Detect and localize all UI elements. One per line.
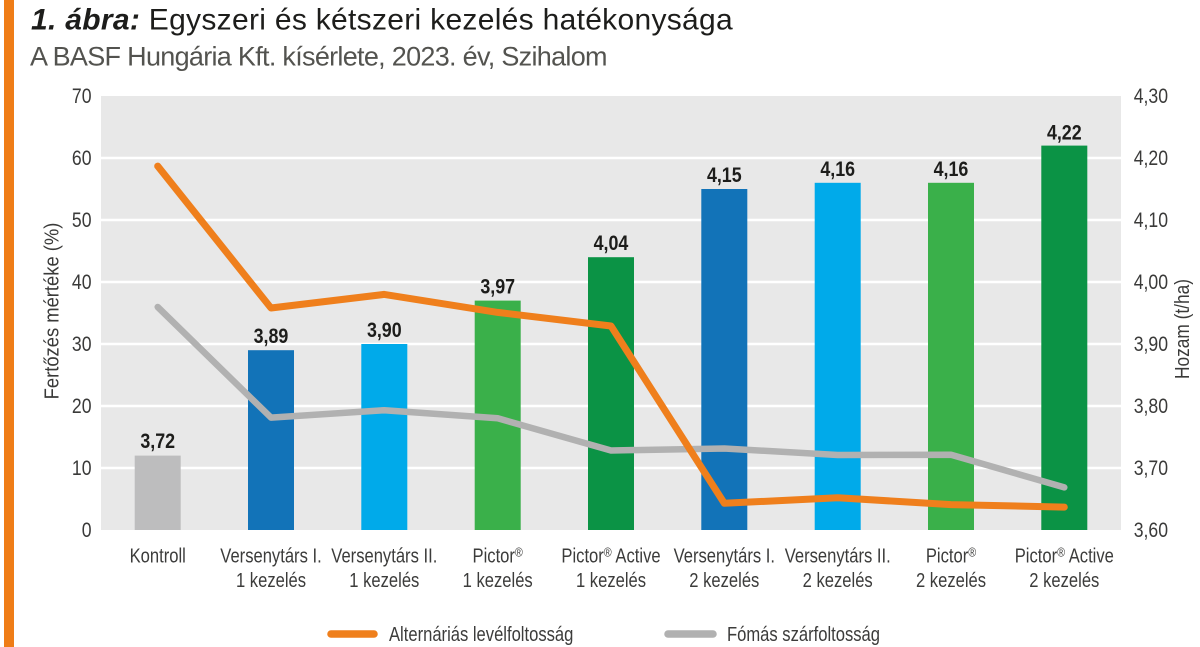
- svg-text:Hozam (t/ha): Hozam (t/ha): [1171, 279, 1193, 379]
- svg-text:2 kezelés: 2 kezelés: [1029, 568, 1099, 591]
- svg-text:30: 30: [72, 333, 92, 357]
- svg-text:3,80: 3,80: [1134, 395, 1169, 419]
- svg-text:1 kezelés: 1 kezelés: [349, 568, 419, 591]
- svg-text:Versenytárs II.: Versenytárs II.: [331, 544, 437, 567]
- svg-text:3,89: 3,89: [254, 325, 289, 349]
- svg-text:2 kezelés: 2 kezelés: [916, 568, 986, 591]
- svg-text:4,30: 4,30: [1134, 85, 1169, 109]
- svg-text:Fómás szárfoltosság: Fómás szárfoltosság: [727, 623, 880, 646]
- svg-text:1 kezelés: 1 kezelés: [463, 568, 533, 591]
- svg-text:3,70: 3,70: [1134, 457, 1169, 481]
- svg-text:Pictor®: Pictor®: [473, 544, 524, 567]
- svg-text:4,20: 4,20: [1134, 147, 1169, 171]
- svg-text:40: 40: [72, 271, 92, 295]
- svg-text:3,60: 3,60: [1134, 519, 1169, 543]
- svg-text:Alternáriás levélfoltosság: Alternáriás levélfoltosság: [389, 623, 573, 646]
- svg-text:4,10: 4,10: [1134, 209, 1169, 233]
- svg-text:2 kezelés: 2 kezelés: [689, 568, 759, 591]
- svg-text:1 kezelés: 1 kezelés: [236, 568, 306, 591]
- svg-text:60: 60: [72, 147, 92, 171]
- svg-text:4,22: 4,22: [1047, 121, 1082, 145]
- svg-text:1 kezelés: 1 kezelés: [576, 568, 646, 591]
- svg-text:Versenytárs II.: Versenytárs II.: [785, 544, 891, 567]
- svg-text:A BASF Hungária Kft. kísérlete: A BASF Hungária Kft. kísérlete, 2023. év…: [30, 42, 607, 72]
- svg-text:3,97: 3,97: [480, 275, 515, 299]
- svg-text:Versenytárs I.: Versenytárs I.: [674, 544, 775, 567]
- svg-text:3,90: 3,90: [1134, 333, 1169, 357]
- svg-text:Pictor® Active: Pictor® Active: [561, 544, 660, 567]
- svg-text:3,90: 3,90: [367, 319, 402, 343]
- svg-text:70: 70: [72, 85, 92, 109]
- svg-text:4,04: 4,04: [594, 232, 629, 256]
- svg-text:Kontroll: Kontroll: [130, 544, 186, 567]
- svg-text:50: 50: [72, 209, 92, 233]
- svg-text:4,00: 4,00: [1134, 271, 1169, 295]
- svg-text:0: 0: [82, 519, 92, 543]
- svg-text:4,16: 4,16: [934, 157, 969, 181]
- svg-text:3,72: 3,72: [140, 430, 175, 454]
- svg-text:4,15: 4,15: [707, 164, 742, 188]
- svg-text:Versenytárs I.: Versenytárs I.: [220, 544, 321, 567]
- svg-text:2 kezelés: 2 kezelés: [803, 568, 873, 591]
- svg-text:4,16: 4,16: [820, 157, 855, 181]
- svg-text:Fertőzés mértéke (%): Fertőzés mértéke (%): [42, 223, 64, 400]
- svg-text:20: 20: [72, 395, 92, 419]
- svg-text:1. ábra: Egyszeri és kétszeri: 1. ábra: Egyszeri és kétszeri kezelés ha…: [31, 4, 733, 37]
- svg-text:Pictor® Active: Pictor® Active: [1015, 544, 1114, 567]
- svg-text:10: 10: [72, 457, 92, 481]
- svg-text:Pictor®: Pictor®: [926, 544, 977, 567]
